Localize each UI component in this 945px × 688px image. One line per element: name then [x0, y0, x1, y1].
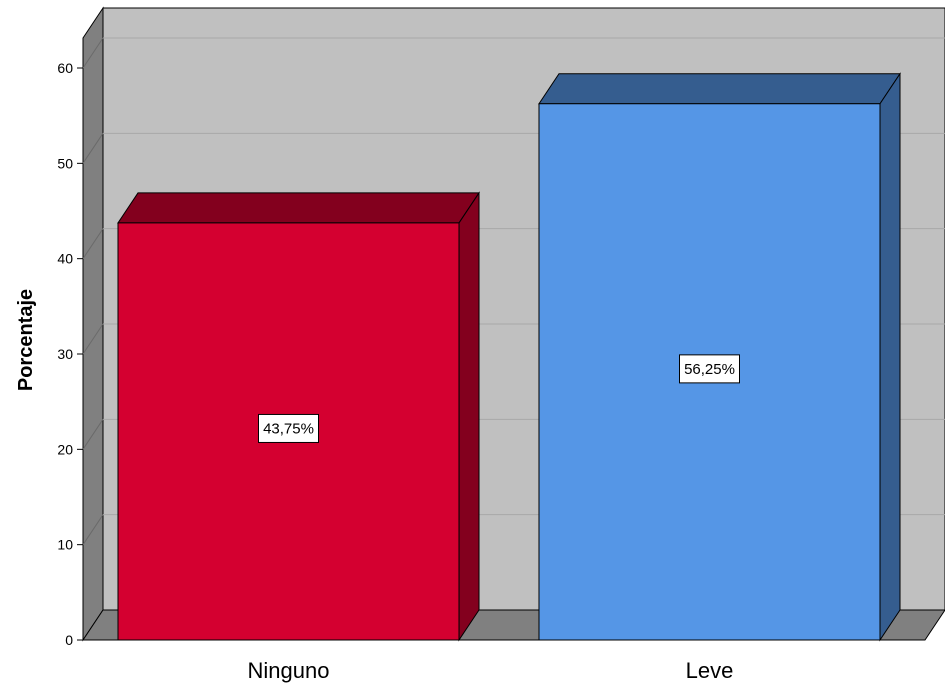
y-tick-label: 0 [65, 632, 73, 648]
y-axis-ticks: 0 10 20 30 40 50 60 [57, 60, 83, 648]
bar-side-face [879, 72, 901, 642]
data-label: 43,75% [263, 420, 314, 437]
y-axis-title: Porcentaje [15, 289, 37, 391]
y-tick-label: 40 [57, 251, 73, 267]
y-tick-label: 50 [57, 155, 73, 171]
y-tick-label: 20 [57, 441, 73, 457]
bar-top-face [538, 73, 901, 105]
data-label-box [679, 354, 740, 384]
bar-side-face [458, 191, 480, 642]
x-category-label: Ninguno [248, 658, 330, 683]
side-gridline [82, 133, 104, 164]
bar-leve: 56,25% [538, 72, 901, 642]
y-tick-label: 30 [57, 346, 73, 362]
side-gridline [82, 323, 104, 355]
side-gridline [82, 228, 104, 259]
bar-ninguno: 43,75% [117, 191, 480, 642]
x-category-label: Leve [686, 658, 734, 683]
side-gridline [82, 37, 104, 69]
side-gridline [82, 514, 104, 545]
data-label-box [258, 413, 319, 443]
side-wall [82, 6, 104, 642]
side-gridline [82, 419, 104, 450]
y-tick-label: 10 [57, 537, 73, 553]
x-axis-categories: Ninguno Leve [248, 658, 734, 683]
data-label: 56,25% [684, 361, 735, 378]
bar-top-face [117, 192, 480, 224]
y-tick-label: 60 [57, 60, 73, 76]
bars: 43,75% 56,25% [117, 72, 901, 642]
